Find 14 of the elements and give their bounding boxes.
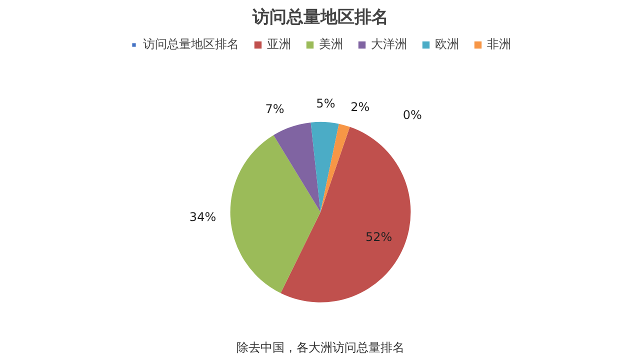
- data-label: 2%: [350, 100, 370, 114]
- legend-label: 欧洲: [435, 36, 459, 53]
- chart-title: 访问总量地区排名: [252, 8, 388, 28]
- data-label: 7%: [265, 102, 284, 116]
- legend-label: 美洲: [319, 36, 343, 53]
- data-label: 5%: [316, 96, 336, 110]
- text: 除去中国，各大洲访问总量排名: [236, 340, 404, 354]
- legend-label: 非洲: [487, 36, 511, 53]
- data-label: 52%: [365, 230, 392, 244]
- legend-label: 亚洲: [267, 36, 291, 53]
- legend-label: 大洋洲: [371, 36, 407, 53]
- data-label: 34%: [189, 210, 216, 224]
- text: 0%: [402, 108, 422, 122]
- legend-label: 访问总量地区排名: [143, 36, 239, 53]
